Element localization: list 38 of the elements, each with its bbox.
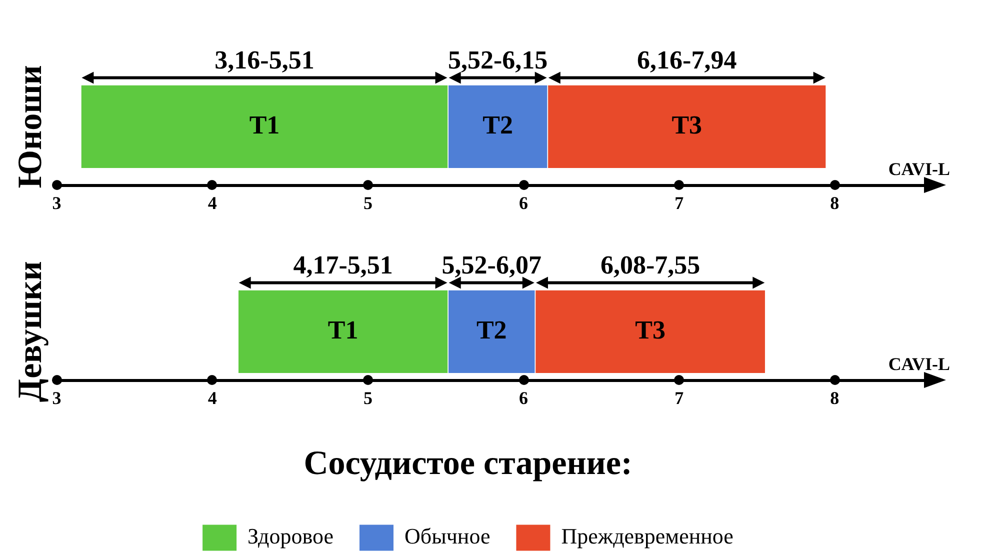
bar (548, 85, 826, 168)
annotation: T2 (482, 110, 514, 140)
x-tick-label: 8 (830, 388, 840, 408)
bar (448, 85, 548, 168)
x-tick-label: 7 (674, 388, 684, 408)
annotation: T1 (328, 315, 358, 344)
x-axis-title: CAVI-L (888, 354, 950, 374)
annotation: T1 (249, 110, 280, 140)
bar (81, 85, 448, 168)
y-axis-title: Юноши (12, 65, 50, 188)
annotation: 6,08-7,55 (600, 250, 700, 280)
legend-label: Обычное (404, 524, 490, 549)
bar (448, 290, 535, 374)
x-tick-label: 3 (52, 388, 62, 408)
annotation: 5,52-6,07 (442, 250, 542, 280)
annotation: 4,17-5,51 (293, 250, 393, 280)
x-tick-label: 5 (363, 388, 372, 408)
annotation: T3 (672, 110, 702, 140)
annotation: T3 (635, 315, 666, 344)
x-tick-label: 8 (830, 192, 840, 213)
annotation: T2 (476, 315, 507, 344)
bar (536, 290, 765, 374)
x-tick-label: 6 (519, 388, 528, 408)
annotation: 3,16-5,51 (214, 45, 314, 74)
x-tick-label: 6 (519, 192, 528, 213)
y-axis-title: Девушки (12, 261, 50, 402)
legend-title: Сосудистое старение: (304, 444, 632, 482)
x-axis-title: CAVI-L (888, 159, 950, 180)
x-tick-label: 3 (52, 192, 62, 213)
x-tick-label: 4 (208, 192, 217, 213)
x-tick-label: 4 (208, 388, 217, 408)
x-tick-label: 7 (674, 192, 684, 213)
bar (238, 290, 448, 374)
annotation: 6,16-7,94 (637, 45, 737, 74)
legend-label: Преждевременное (561, 524, 734, 549)
legend-label: Здоровое (248, 524, 334, 549)
annotation: 5,52-6,15 (448, 45, 548, 74)
x-tick-label: 5 (363, 192, 372, 213)
